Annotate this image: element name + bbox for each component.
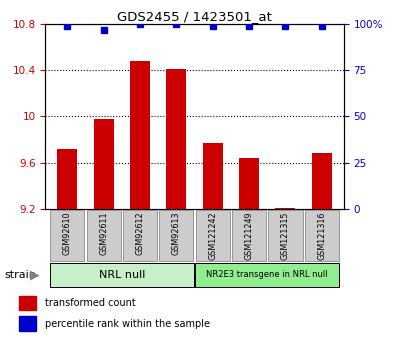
FancyBboxPatch shape (50, 263, 194, 287)
Text: GSM121316: GSM121316 (317, 211, 326, 260)
FancyBboxPatch shape (50, 210, 85, 261)
Text: NRL null: NRL null (99, 270, 145, 279)
Bar (312, 153, 332, 209)
Bar (166, 69, 186, 209)
Text: GSM121315: GSM121315 (281, 211, 290, 260)
FancyBboxPatch shape (123, 210, 157, 261)
Text: GSM92612: GSM92612 (135, 211, 145, 255)
Bar (203, 143, 223, 209)
FancyBboxPatch shape (87, 210, 121, 261)
Text: GSM92610: GSM92610 (63, 211, 72, 255)
FancyBboxPatch shape (195, 263, 339, 287)
Bar (130, 61, 150, 209)
Bar (275, 208, 295, 209)
Text: GSM121242: GSM121242 (208, 211, 217, 260)
FancyBboxPatch shape (159, 210, 194, 261)
Text: ▶: ▶ (30, 268, 39, 281)
Bar (19, 296, 36, 310)
FancyBboxPatch shape (268, 210, 303, 261)
Text: transformed count: transformed count (45, 298, 136, 308)
Bar (57, 149, 77, 209)
Text: GSM92613: GSM92613 (172, 211, 181, 255)
Title: GDS2455 / 1423501_at: GDS2455 / 1423501_at (117, 10, 272, 23)
Text: GSM121249: GSM121249 (245, 211, 254, 260)
Text: percentile rank within the sample: percentile rank within the sample (45, 319, 210, 329)
Text: strain: strain (4, 270, 36, 279)
Text: NR2E3 transgene in NRL null: NR2E3 transgene in NRL null (207, 270, 328, 279)
Bar (19, 316, 36, 331)
FancyBboxPatch shape (305, 210, 339, 261)
FancyBboxPatch shape (232, 210, 266, 261)
FancyBboxPatch shape (196, 210, 230, 261)
Text: GSM92611: GSM92611 (99, 211, 108, 255)
Bar (94, 119, 114, 209)
Bar (239, 158, 259, 209)
